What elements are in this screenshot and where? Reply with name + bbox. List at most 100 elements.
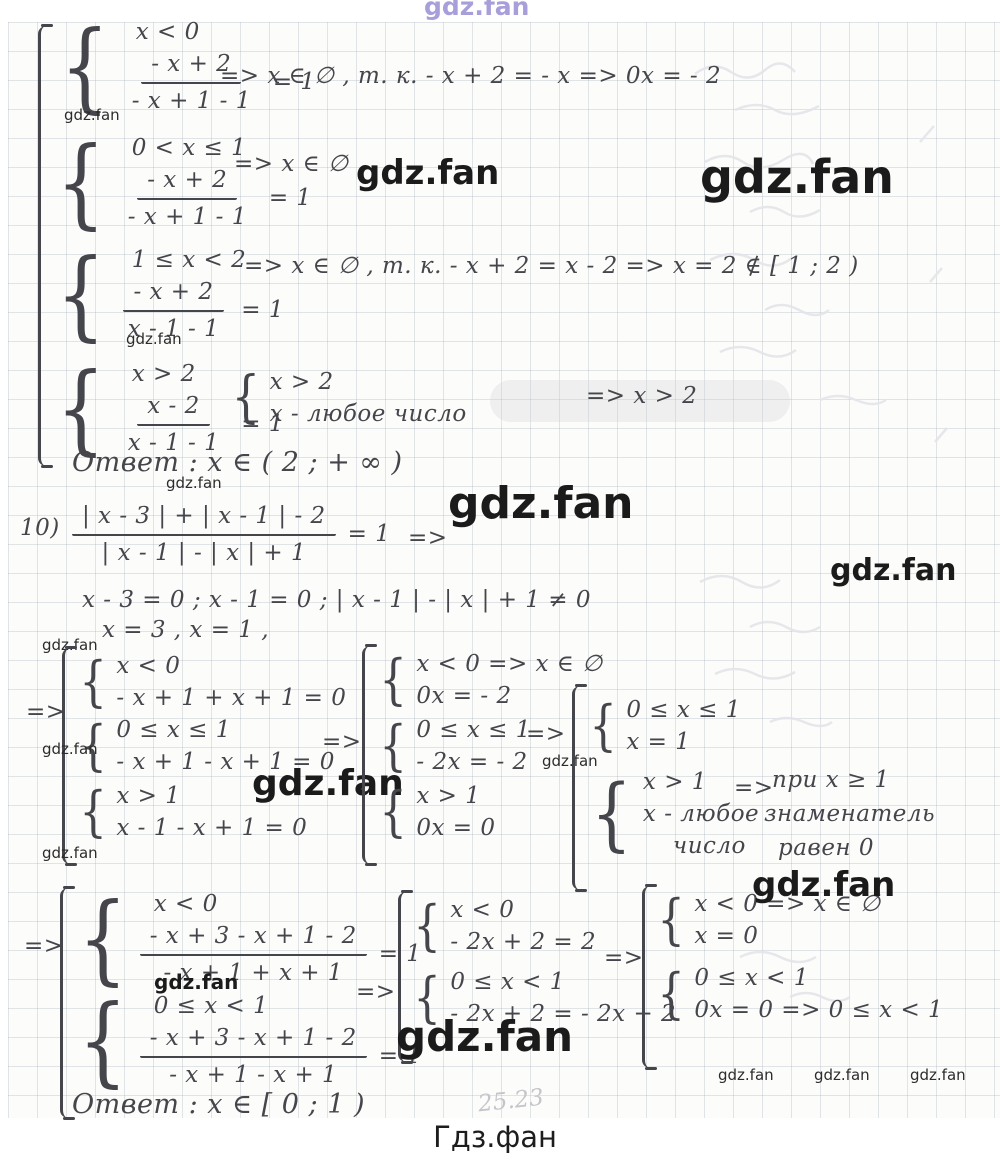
implies-arrow: => [356, 979, 396, 1005]
case-condition: 0 < x ≤ 1 [131, 135, 247, 161]
case-block-1: { x < 0 - x + 2- x + 1 - 1 = 1 [54, 18, 316, 115]
watermark: gdz.fan [752, 865, 896, 905]
roots-line-1: x - 3 = 0 ; x - 1 = 0 ; | x - 1 | - | x … [82, 587, 591, 613]
system-line: - 2x = - 2 [416, 748, 528, 775]
system-line: x - любое [642, 800, 760, 827]
curly-brace: { [379, 714, 407, 778]
stage6-case-b: { 0 ≤ x < 1 0x = 0 => 0 ≤ x < 1 [654, 964, 943, 1025]
case-condition: x < 0 [135, 19, 200, 45]
fraction-numerator: - x + 2 [137, 166, 238, 200]
implies-arrow: => [408, 525, 448, 551]
curly-brace: { [79, 780, 107, 844]
equals-one: = 1 [272, 69, 316, 96]
system-line: x > 1 [416, 783, 481, 809]
system-line: x < 0 [116, 653, 181, 679]
outer-bracket-stage2 [362, 644, 379, 866]
fraction-numerator: | x - 3 | + | x - 1 | - 2 [72, 502, 336, 536]
curly-brace: { [56, 126, 106, 239]
curly-brace: { [78, 882, 128, 995]
stage1-case-a: { x < 0 - x + 1 + x + 1 = 0 [76, 652, 346, 713]
fraction-equation: - x + 2 - x + 1 - 1 = 1 [122, 50, 316, 116]
fraction-numerator: - x + 2 [141, 50, 242, 84]
case-block-4: { x > 2 x - 2 x - 1 - 1 = 1 [50, 360, 284, 457]
curly-brace: { [56, 352, 106, 465]
watermark-top: gdz.fan [424, 0, 530, 21]
bleed-through-marks [694, 62, 948, 1003]
fraction-denominator: - x + 1 - x + 1 [169, 1061, 338, 1088]
stage4-case-b: { 0 ≤ x < 1 - x + 3 - x + 1 - 2- x + 1 -… [72, 992, 421, 1089]
case-conclusion: => x ∈ ∅ , т. к. - x + 2 = - x => 0x = -… [220, 63, 722, 89]
equals-one: = 1 [241, 411, 284, 438]
fraction-numerator: - x + 3 - x + 1 - 2 [139, 1024, 367, 1058]
system-line: x > 1 [116, 783, 181, 809]
curly-brace: { [79, 714, 107, 778]
system-line: 0x = 0 => 0 ≤ x < 1 [694, 996, 944, 1023]
fraction-equation: - x + 3 - x + 1 - 2- x + 1 - x + 1 = 1 [139, 1024, 422, 1090]
system-line: - x + 1 + x + 1 = 0 [116, 684, 347, 711]
fraction-equation: - x + 2 x - 1 - 1 = 1 [118, 278, 284, 344]
system-line: 0 ≤ x ≤ 1 [116, 717, 231, 743]
stage2-case-c: { x > 1 0x = 0 [376, 782, 496, 843]
system-line: число [672, 832, 746, 859]
main-fraction-equation: | x - 3 | + | x - 1 | - 2 | x - 1 | - | x… [72, 502, 390, 568]
curly-brace: { [657, 888, 685, 952]
outer-bracket-stage6 [642, 884, 659, 1070]
system-line: 0 ≤ x < 1 [694, 965, 809, 991]
system-line: - 2x + 2 = 2 [450, 928, 597, 955]
case-condition: x > 2 [131, 361, 196, 387]
system-line: x > 2 [269, 369, 334, 395]
system-line: x = 0 [694, 922, 759, 949]
curly-brace: { [413, 966, 441, 1030]
system-line: x = 1 [626, 728, 691, 755]
stage1-case-c: { x > 1 x - 1 - x + 1 = 0 [76, 782, 307, 843]
fraction-equation: - x + 3 - x + 1 - 2- x + 1 + x + 1 = 1 [139, 922, 422, 988]
fraction-denominator: x - 1 - 1 [127, 315, 220, 342]
case-conclusion: => x ∈ ∅ [234, 151, 349, 177]
footer-brand: Гдз.фан [433, 1120, 557, 1154]
watermark: gdz.fan [126, 330, 182, 348]
outer-bracket-p9 [38, 24, 55, 468]
curly-brace: { [591, 767, 632, 861]
curly-brace: { [589, 694, 617, 758]
system-line: x < 0 [450, 897, 515, 923]
stage1-case-b: { 0 ≤ x ≤ 1 - x + 1 - x + 1 = 0 [76, 716, 335, 777]
equals-one: = 1 [268, 185, 312, 212]
curly-brace: { [78, 984, 128, 1097]
fraction-denominator: - x + 1 + x + 1 [163, 959, 343, 986]
system-line: x - 1 - x + 1 = 0 [116, 814, 308, 841]
watermark: gdz.fan [814, 1066, 870, 1084]
case-conclusion: => x > 2 [586, 383, 698, 409]
watermark: gdz.fan [154, 970, 239, 994]
system-line: - 2x + 2 = - 2x + 2 [450, 1000, 677, 1027]
implies-arrow: => [322, 729, 362, 755]
note-line: при x ≥ 1 [772, 767, 890, 793]
stage4-case-a: { x < 0 - x + 3 - x + 1 - 2- x + 1 + x +… [72, 890, 421, 987]
watermark: gdz.fan [166, 474, 222, 492]
watermark: gdz.fan [64, 106, 120, 124]
watermark: gdz.fan [356, 153, 500, 193]
fraction-denominator: | x - 1 | - | x | + 1 [101, 539, 307, 566]
watermark: gdz.fan [448, 478, 634, 529]
system-line: x < 0 => x ∈ ∅ [416, 651, 603, 677]
case-condition: 0 ≤ x < 1 [153, 993, 269, 1019]
curly-brace: { [56, 238, 106, 351]
watermark: gdz.fan [42, 740, 98, 758]
watermark: gdz.fan [910, 1066, 966, 1084]
equals-one: = 1 [241, 297, 284, 324]
fraction-equation: - x + 2 - x + 1 - 1 = 1 [118, 166, 312, 232]
note-line: равен 0 [778, 835, 875, 861]
case-4-result-system: { x > 2 x - любое число [228, 368, 467, 429]
implies-arrow: => [734, 775, 774, 801]
case-conclusion: => x ∈ ∅ , т. к. - x + 2 = x - 2 => x = … [244, 253, 859, 279]
watermark: gdz.fan [42, 844, 98, 862]
watermark: gdz.fan [700, 150, 894, 204]
case-condition: 1 ≤ x < 2 [131, 247, 247, 273]
curly-brace: { [379, 780, 407, 844]
fraction-numerator: x - 2 [137, 392, 210, 426]
fraction-denominator: - x + 1 - 1 [127, 203, 247, 230]
system-line: 0 ≤ x ≤ 1 [416, 717, 531, 743]
curly-brace: { [657, 962, 685, 1026]
stage6-case-a: { x < 0 => x ∈ ∅ x = 0 [654, 890, 881, 951]
outer-bracket-stage4 [60, 886, 77, 1120]
case-block-2: { 0 < x ≤ 1 - x + 2- x + 1 - 1 = 1 [50, 134, 312, 231]
